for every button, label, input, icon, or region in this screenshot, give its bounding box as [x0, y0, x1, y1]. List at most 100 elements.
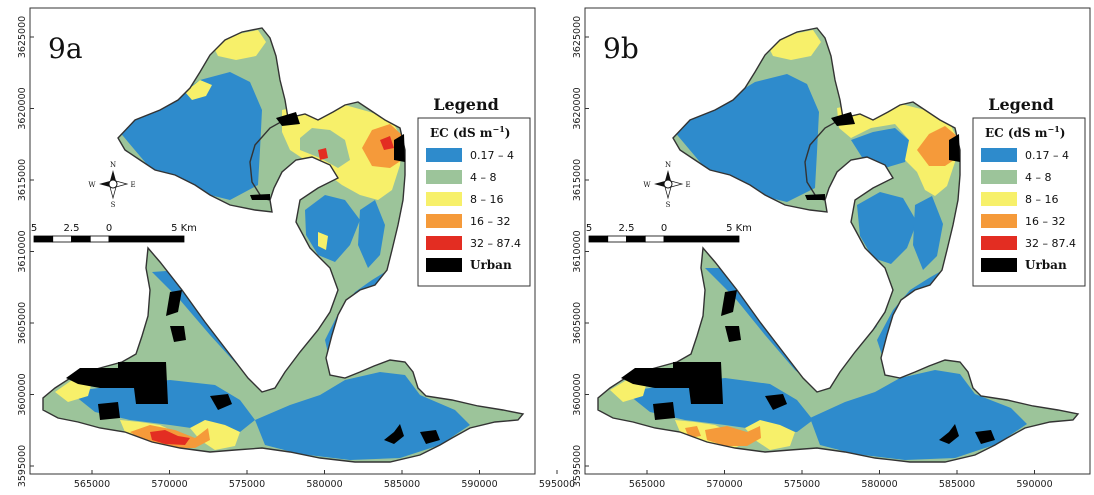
y-tick-label: 3615000 — [17, 159, 28, 201]
x-tick-label: 580000 — [861, 479, 897, 490]
y-axis: 3595000 3600000 3605000 3610000 3615000 36200… — [17, 16, 34, 487]
legend-subtitle: EC (dS m−1) — [430, 124, 510, 140]
scale-label: 2.5 — [64, 223, 80, 234]
legend-title: Legend — [988, 95, 1054, 114]
urban-areas — [66, 112, 440, 444]
study-area-outline — [597, 27, 1080, 463]
scale-label: 0 — [106, 223, 112, 234]
urban-patch — [949, 134, 960, 162]
legend-label: 8 – 16 — [1025, 193, 1059, 206]
urban-patch — [765, 394, 787, 410]
legend-label: 0.17 – 4 — [470, 149, 514, 162]
compass-label-e: E — [130, 181, 135, 189]
y-axis: 3595000 3600000 3605000 3610000 3615000 36200… — [572, 16, 589, 487]
urban-patch — [831, 112, 855, 126]
x-tick-label: 565000 — [629, 479, 665, 490]
legend-label: 16 – 32 — [1025, 215, 1066, 228]
legend-swatch — [981, 148, 1017, 162]
legend-swatch — [981, 192, 1017, 206]
legend-label: 4 – 8 — [470, 171, 497, 184]
legend-label: 16 – 32 — [470, 215, 511, 228]
legend-label: 4 – 8 — [1025, 171, 1052, 184]
y-tick-label: 3600000 — [17, 373, 28, 415]
y-tick-label: 3595000 — [17, 445, 28, 487]
legend-swatch — [981, 258, 1017, 272]
x-tick-label: 580000 — [306, 479, 342, 490]
urban-patch — [170, 326, 186, 342]
urban-patch — [420, 430, 440, 444]
ec-zone — [362, 124, 402, 168]
ec-zone — [150, 430, 190, 445]
y-tick-label: 3610000 — [572, 230, 583, 272]
y-tick-label: 3595000 — [572, 445, 583, 487]
urban-patch — [621, 362, 723, 404]
legend-label: 32 – 87.4 — [1025, 237, 1076, 250]
legend: Legend EC (dS m−1) 0.17 – 4 4 – 8 8 – 16 16 –… — [972, 95, 1086, 287]
x-tick-label: 590000 — [461, 479, 497, 490]
legend-swatch — [981, 214, 1017, 228]
y-tick-label: 3625000 — [572, 16, 583, 58]
y-tick-label: 3605000 — [17, 302, 28, 344]
scale-segment — [33, 235, 54, 243]
ec-zone — [318, 148, 328, 160]
x-tick-label: 575000 — [229, 479, 265, 490]
ec-zone — [380, 136, 394, 150]
study-area-outline — [42, 27, 525, 463]
legend-swatch — [981, 170, 1017, 184]
scale-label: 5 — [586, 223, 592, 234]
y-tick-label: 3625000 — [17, 16, 28, 58]
scale-label: 0 — [661, 223, 667, 234]
panel-label: 9a — [48, 32, 83, 65]
compass-center — [108, 179, 118, 189]
compass-rose: N S E W — [88, 161, 135, 209]
legend-swatch — [426, 170, 462, 184]
compass-label-n: N — [665, 161, 671, 169]
scale-label: 5 Km — [171, 223, 197, 234]
ec-zone — [300, 128, 350, 168]
ec-zone — [837, 104, 957, 196]
urban-patch — [725, 326, 741, 342]
urban-patch — [721, 290, 737, 316]
scale-segment — [108, 235, 185, 243]
legend-subtitle: EC (dS m−1) — [985, 124, 1065, 140]
map-panel-9a: 9a 3595000 3600000 3605000 3610000 3615000 36… — [17, 7, 575, 490]
ec-zone — [255, 372, 470, 460]
urban-patch — [166, 290, 182, 316]
ec-zone — [358, 200, 385, 268]
compass-rose: N S E W — [643, 161, 690, 209]
compass-label-n: N — [110, 161, 116, 169]
y-tick-label: 3600000 — [572, 373, 583, 415]
scale-label: 5 — [31, 223, 37, 234]
scale-label: 2.5 — [619, 223, 635, 234]
scale-segment — [644, 235, 665, 243]
urban-patch — [210, 394, 232, 410]
legend-swatch — [426, 236, 462, 250]
urban-patch — [939, 424, 959, 444]
ec-zone — [190, 420, 240, 450]
legend-swatch — [426, 148, 462, 162]
x-axis: 565000 570000 575000 580000 585000 590000 5950… — [74, 470, 575, 490]
scale-bar: 5 2.5 0 5 Km — [586, 223, 752, 243]
urban-patch — [98, 402, 120, 420]
scale-segment — [52, 235, 72, 243]
ec-zone — [810, 370, 1027, 460]
legend-swatch — [981, 236, 1017, 250]
legend-label: Urban — [1025, 258, 1067, 272]
ec-zone — [625, 378, 813, 432]
y-tick-label: 3615000 — [572, 159, 583, 201]
legend: Legend EC (dS m−1) 0.17 – 4 4 – 8 8 – 16 16 –… — [417, 95, 531, 287]
ec-zone — [705, 426, 761, 446]
legend-label: 32 – 87.4 — [470, 237, 521, 250]
map-panel-9b: 9b 3595000 3600000 3605000 3610000 3615000 36… — [572, 7, 1094, 490]
scale-segment — [71, 235, 91, 243]
ec-zone — [857, 192, 917, 264]
scale-segment — [588, 235, 609, 243]
panel-label: 9b — [603, 32, 639, 65]
compass-label-e: E — [685, 181, 690, 189]
x-tick-label: 575000 — [784, 479, 820, 490]
y-tick-label: 3620000 — [572, 87, 583, 129]
urban-patch — [66, 362, 168, 404]
urban-patch — [805, 194, 825, 200]
legend-swatch — [426, 214, 462, 228]
